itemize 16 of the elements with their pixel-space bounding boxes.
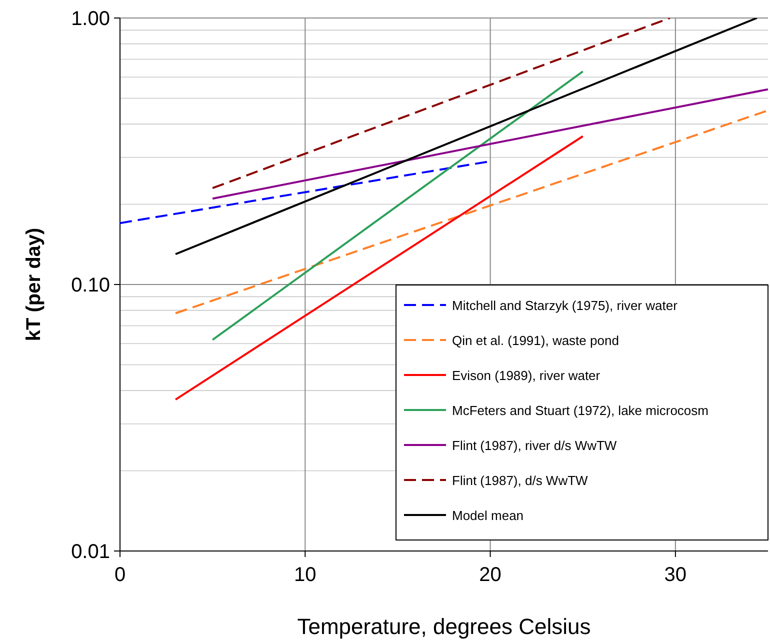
y-axis-title: kT (per day) <box>23 228 45 342</box>
x-tick-label: 20 <box>479 564 502 586</box>
legend-label: Evison (1989), river water <box>452 368 601 383</box>
x-tick-label: 30 <box>664 564 687 586</box>
legend-label: Qin et al. (1991), waste pond <box>452 333 619 348</box>
legend-label: Mitchell and Starzyk (1975), river water <box>452 298 678 313</box>
legend-label: Flint (1987), d/s WwTW <box>452 473 589 488</box>
x-axis-title: Temperature, degrees Celsius <box>297 614 591 639</box>
y-tick-label: 0.01 <box>71 541 110 563</box>
legend-label: Flint (1987), river d/s WwTW <box>452 438 618 453</box>
y-tick-label: 1.00 <box>71 8 110 30</box>
x-tick-label: 10 <box>294 564 316 586</box>
x-tick-label: 0 <box>114 564 126 586</box>
legend-label: McFeters and Stuart (1972), lake microcosm <box>452 403 708 418</box>
y-tick-label: 0.10 <box>71 274 110 296</box>
legend-label: Model mean <box>452 508 524 523</box>
